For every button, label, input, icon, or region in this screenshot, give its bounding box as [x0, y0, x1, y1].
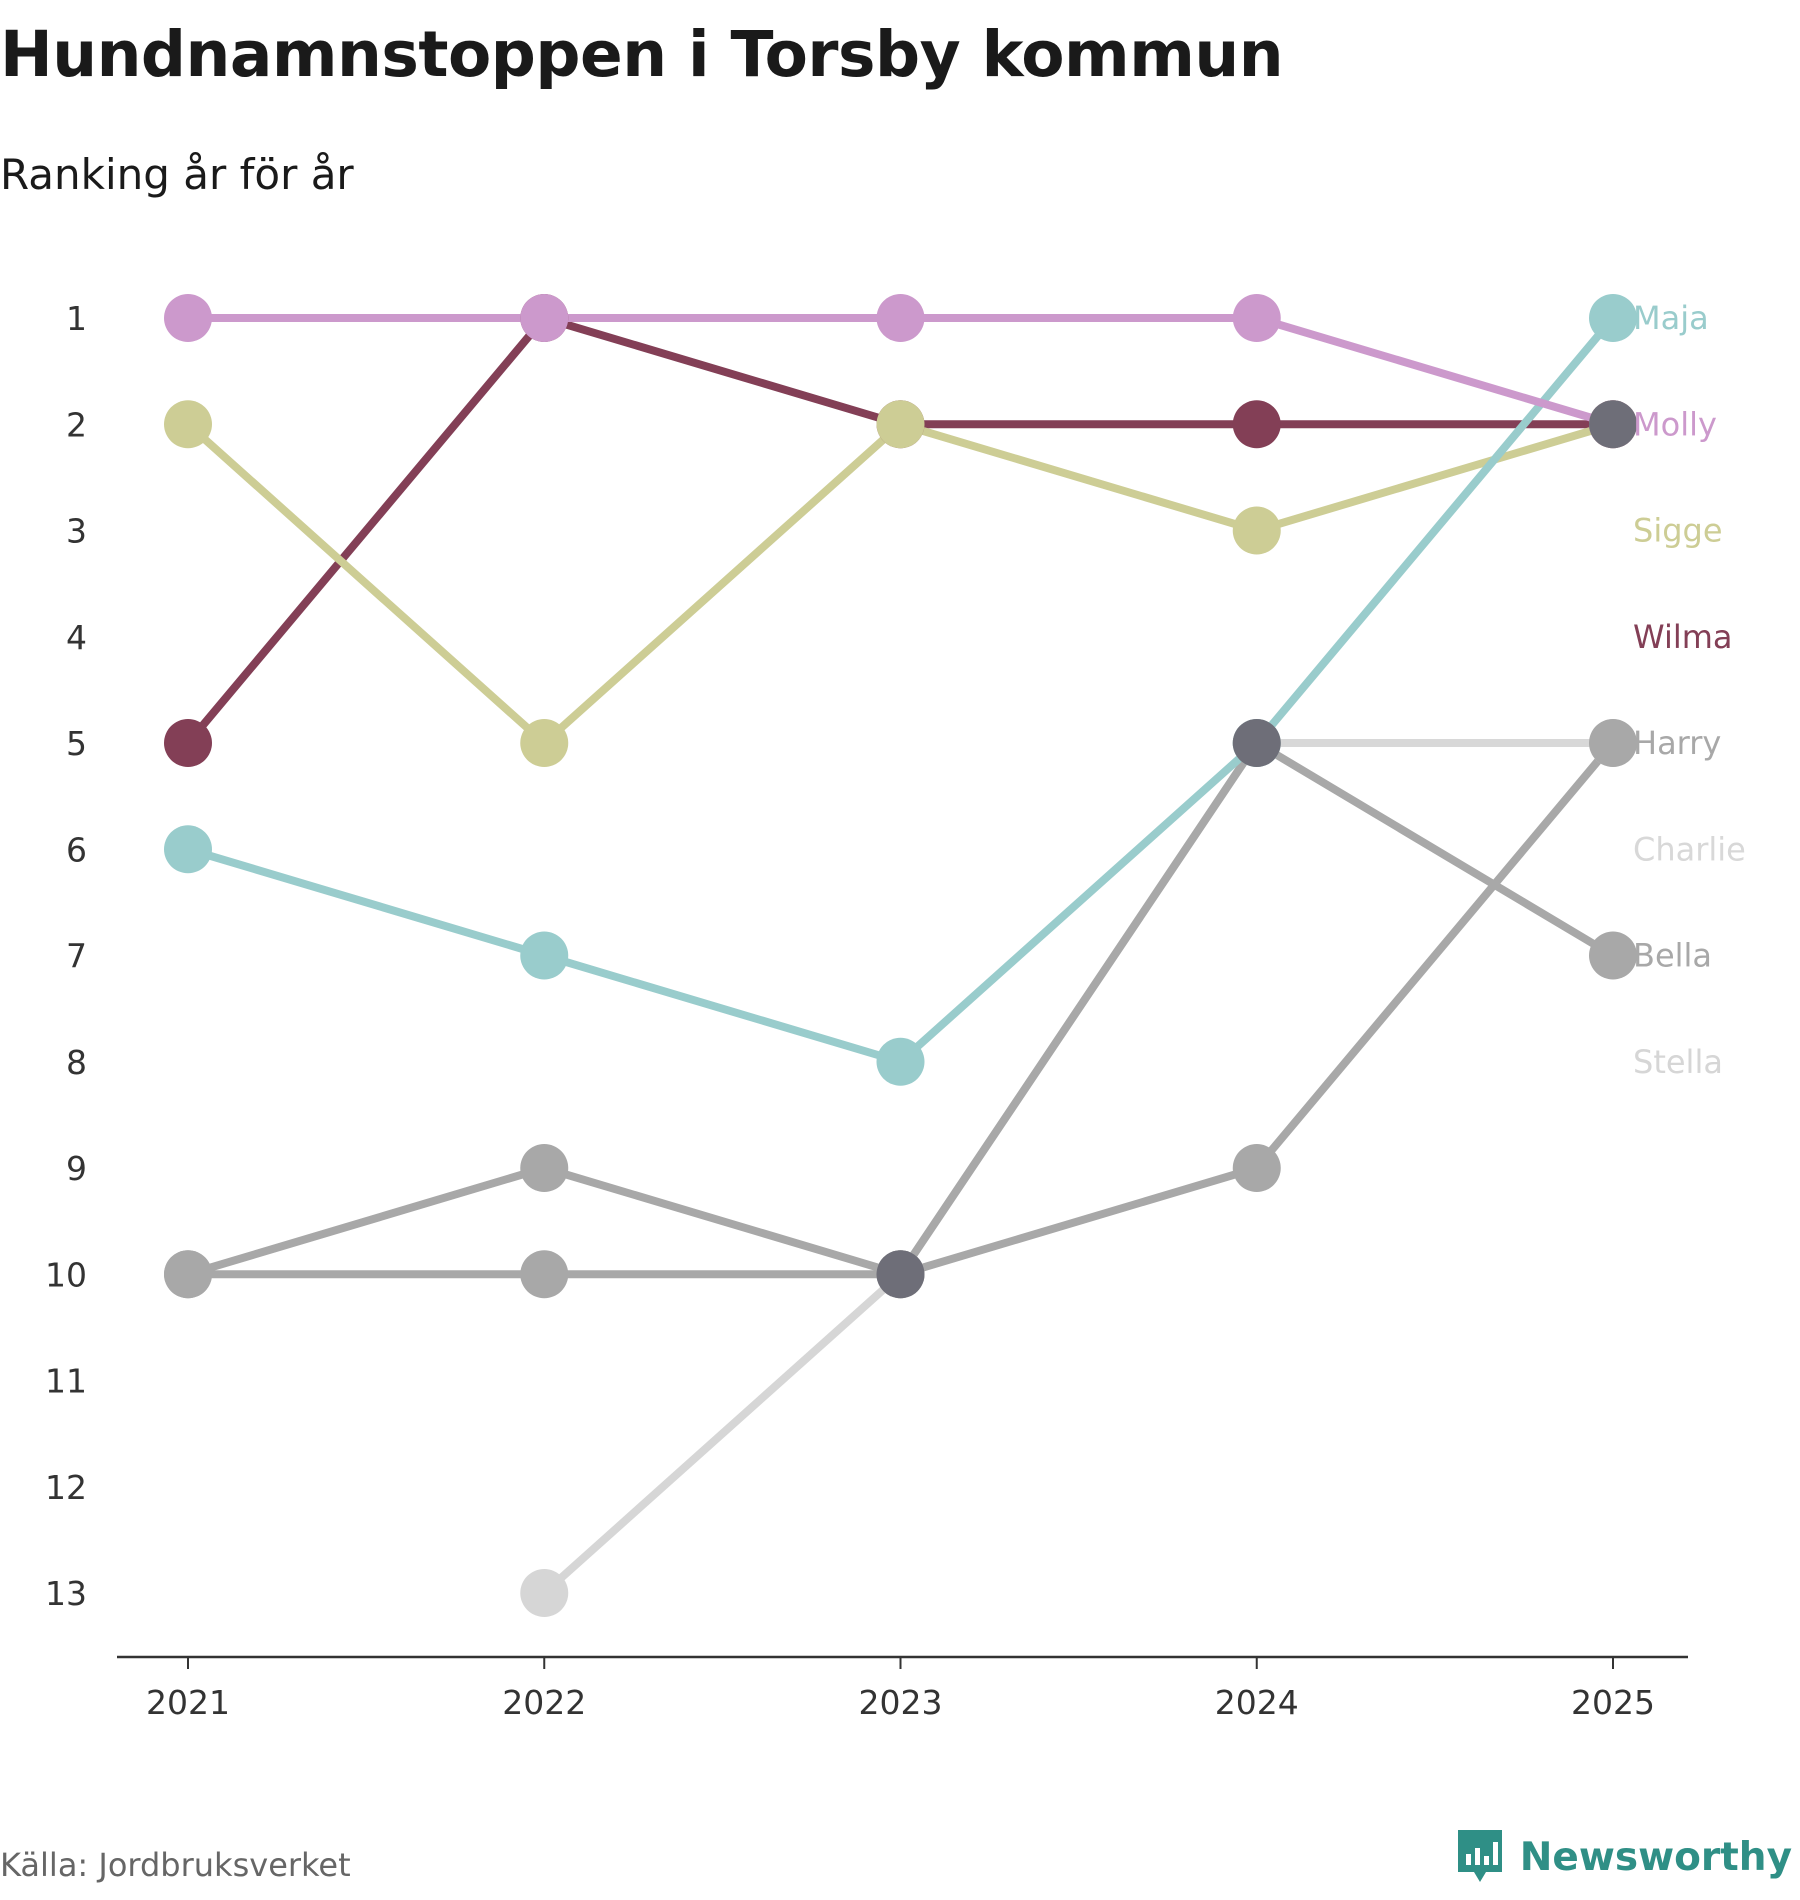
chart-title: Hundnamnstoppen i Torsby kommun [0, 18, 1284, 91]
point-maja-2025 [1589, 294, 1637, 342]
point-molly-2021 [164, 294, 212, 342]
point-overlap-2025-rank-2 [1589, 400, 1637, 449]
y-tick-label-9: 9 [66, 1149, 87, 1188]
point-harry-2021 [164, 1250, 212, 1299]
point-sigge-2021 [164, 400, 212, 449]
point-molly-2024 [1232, 294, 1281, 342]
y-tick-label-10: 10 [45, 1255, 87, 1294]
brand-name: Newsworthy [1519, 1834, 1792, 1880]
x-tick-label-2022: 2022 [502, 1683, 586, 1722]
series-line-bella [184, 739, 1617, 1279]
point-sigge-2024 [1232, 506, 1281, 555]
x-tick-label-2021: 2021 [146, 1683, 230, 1722]
point-sigge-2023 [876, 400, 925, 449]
y-tick-label-5: 5 [66, 724, 87, 763]
series-line-stella [540, 739, 1261, 1597]
y-tick-label-12: 12 [45, 1468, 87, 1507]
point-wilma-2021 [164, 719, 212, 767]
series-label-stella: Stella [1633, 1043, 1723, 1081]
series-line-sigge [184, 420, 1617, 747]
newsworthy-logo-icon [1457, 1830, 1502, 1882]
series-line-harry [184, 739, 1617, 1279]
y-tick-label-3: 3 [66, 512, 87, 551]
y-tick-label-2: 2 [66, 405, 87, 444]
point-bella-2025 [1589, 931, 1637, 980]
series-label-sigge: Sigge [1633, 512, 1723, 550]
series-label-maja: Maja [1633, 299, 1709, 337]
series-labels: Maja Molly Sigge Wilma Harry Charlie Bella Stel… [1633, 299, 1746, 1081]
series-lines [184, 314, 1617, 1597]
point-overlap-2024-rank-5 [1232, 719, 1281, 767]
point-bella-2022 [520, 1250, 569, 1299]
point-sigge-2022 [520, 719, 569, 767]
y-tick-label-6: 6 [66, 830, 87, 869]
series-label-molly: Molly [1633, 405, 1717, 443]
series-label-bella: Bella [1633, 937, 1712, 975]
series-line-wilma [184, 314, 1617, 747]
x-tick-label-2023: 2023 [859, 1683, 943, 1722]
point-stella-2022 [520, 1569, 569, 1617]
series-label-wilma: Wilma [1633, 618, 1733, 656]
series-label-charlie: Charlie [1633, 830, 1746, 868]
point-molly-2023 [876, 294, 925, 342]
point-maja-2021 [164, 825, 212, 874]
point-maja-2022 [520, 931, 569, 980]
series-label-harry: Harry [1633, 724, 1721, 762]
point-harry-2025 [1589, 719, 1637, 767]
brand-logo: Newsworthy [1454, 1828, 1792, 1886]
y-tick-label-11: 11 [45, 1362, 87, 1401]
y-tick-label-1: 1 [66, 299, 87, 338]
y-tick-label-8: 8 [66, 1043, 87, 1082]
point-maja-2023 [876, 1037, 925, 1086]
series-points [164, 294, 1637, 1617]
point-molly-2022 [520, 294, 569, 342]
y-tick-label-4: 4 [66, 618, 87, 657]
point-harry-2024 [1232, 1144, 1281, 1192]
point-overlap-2023-rank-10 [876, 1250, 925, 1299]
chart-subtitle: Ranking år för år [0, 150, 354, 199]
x-tick-label-2025: 2025 [1571, 1683, 1655, 1722]
y-tick-label-7: 7 [66, 937, 87, 976]
y-tick-label-13: 13 [45, 1574, 87, 1613]
x-tick-label-2024: 2024 [1215, 1683, 1299, 1722]
x-axis: 2021 2022 2023 2024 2025 [117, 1655, 1688, 1722]
source-note: Källa: Jordbruksverket [0, 1846, 351, 1884]
point-wilma-2024 [1232, 400, 1281, 449]
point-harry-2022 [520, 1144, 569, 1192]
